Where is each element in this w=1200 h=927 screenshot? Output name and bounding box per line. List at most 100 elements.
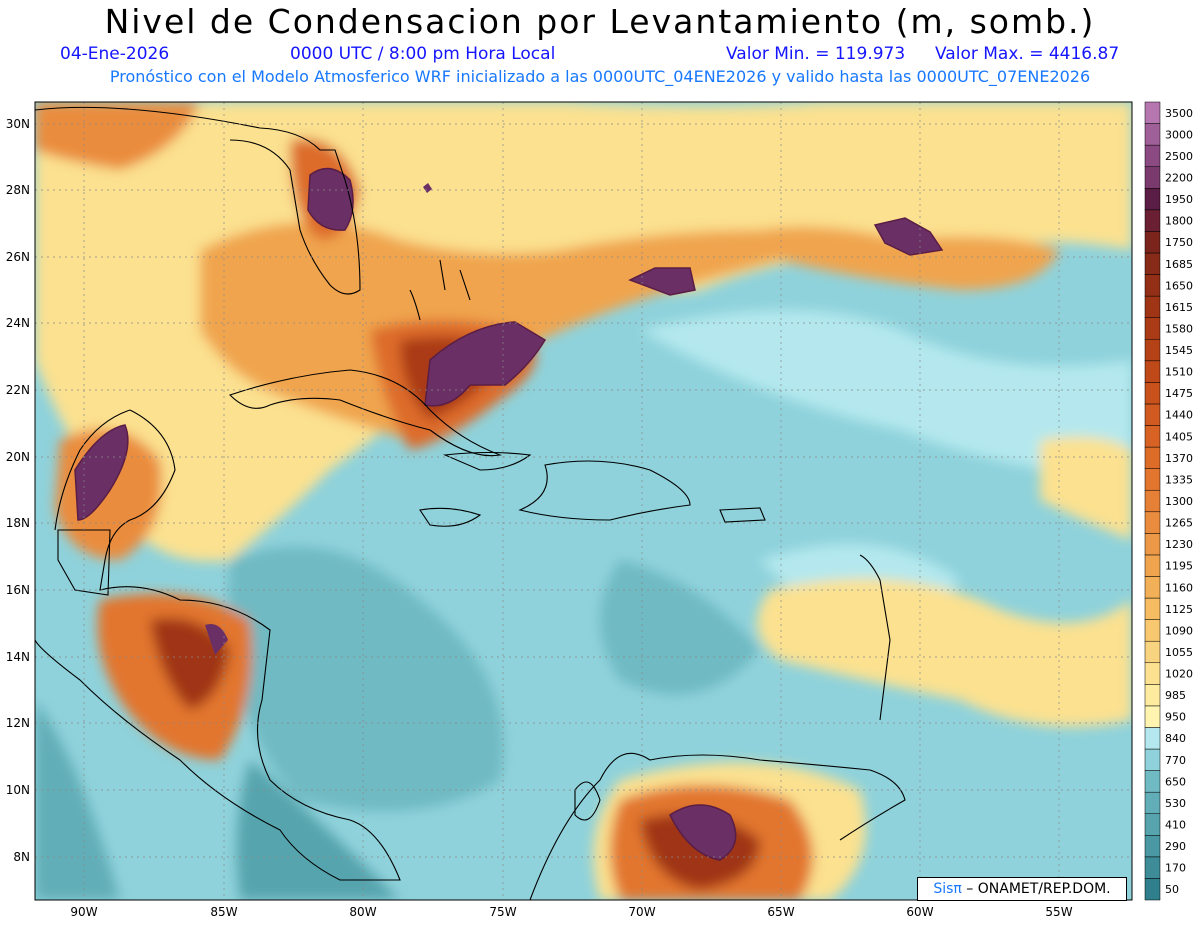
graticule bbox=[35, 102, 1132, 900]
field-max-yucatan bbox=[74, 424, 129, 521]
coast-lesser-antilles bbox=[859, 554, 891, 721]
legend-swatch bbox=[1144, 705, 1161, 728]
field-yellow-ne bbox=[1040, 436, 1132, 540]
lon-axis: 90W 85W 80W 75W 70W 65W 60W 55W bbox=[70, 905, 1072, 919]
lat-label: 14N bbox=[6, 650, 30, 664]
legend-swatch bbox=[1144, 425, 1161, 448]
legend-swatch bbox=[1144, 576, 1161, 599]
lat-label: 12N bbox=[6, 716, 30, 730]
border-guatemala bbox=[57, 529, 111, 596]
legend-level-label: 2200 bbox=[1165, 171, 1193, 184]
legend-swatch bbox=[1144, 252, 1161, 275]
legend-swatch bbox=[1144, 144, 1161, 167]
lon-label: 55W bbox=[1045, 905, 1072, 919]
legend-swatch bbox=[1144, 403, 1161, 426]
lon-label: 75W bbox=[489, 905, 516, 919]
max-value: Valor Max. = 4416.87 bbox=[935, 44, 1120, 64]
legend-level-label: 985 bbox=[1165, 689, 1186, 702]
legend-level-label: 1405 bbox=[1165, 430, 1193, 443]
legend-swatch bbox=[1144, 640, 1161, 664]
field-teal-central bbox=[600, 560, 760, 695]
lon-label: 90W bbox=[70, 905, 97, 919]
coast-florida-gulf bbox=[35, 106, 361, 295]
map-title: Nivel de Condensacion por Levantamiento … bbox=[104, 2, 1096, 41]
legend-level-label: 1475 bbox=[1165, 387, 1193, 400]
legend-swatch bbox=[1144, 317, 1161, 340]
lat-label: 24N bbox=[6, 316, 30, 330]
legend-level-label: 530 bbox=[1165, 797, 1186, 810]
legend-level-label: 1265 bbox=[1165, 517, 1193, 530]
legend-swatch bbox=[1144, 468, 1161, 491]
legend-swatch bbox=[1144, 554, 1161, 577]
legend-swatch bbox=[1144, 770, 1161, 793]
field-teal-panama bbox=[236, 760, 400, 900]
coast-cuba-east bbox=[442, 451, 532, 471]
legend-level-label: 1800 bbox=[1165, 215, 1193, 228]
legend-level-label: 1020 bbox=[1165, 668, 1193, 681]
legend-level-label: 1545 bbox=[1165, 344, 1193, 357]
legend-swatch bbox=[1144, 338, 1161, 362]
lat-label: 8N bbox=[13, 850, 30, 864]
field-max-honduras bbox=[205, 624, 228, 655]
legend-level-label: 1335 bbox=[1165, 473, 1193, 486]
field-max-small bbox=[423, 183, 432, 193]
legend-swatch bbox=[1144, 360, 1161, 383]
coast-maracaibo bbox=[574, 781, 601, 821]
legend-level-label: 1055 bbox=[1165, 646, 1193, 659]
field-max-atlantic-2 bbox=[873, 217, 944, 256]
legend-swatch bbox=[1144, 856, 1161, 879]
credit-sispi: Sisπ bbox=[933, 881, 962, 897]
lon-label: 70W bbox=[628, 905, 655, 919]
legend-swatch bbox=[1144, 295, 1161, 318]
legend-level-label: 650 bbox=[1165, 775, 1186, 788]
legend-swatch bbox=[1144, 511, 1161, 534]
credit-box: Sisπ – ONAMET/REP.DOM. bbox=[917, 877, 1127, 901]
field-max-bahamas bbox=[424, 321, 547, 407]
valid-time: 0000 UTC / 8:00 pm Hora Local bbox=[290, 44, 556, 64]
legend-swatch bbox=[1144, 835, 1161, 858]
legend-swatch bbox=[1144, 791, 1161, 814]
field-teal-pacific bbox=[35, 700, 120, 900]
legend-level-label: 1160 bbox=[1165, 581, 1193, 594]
legend-swatch bbox=[1144, 533, 1161, 556]
legend-swatch bbox=[1144, 446, 1161, 469]
field-teal-caribbean bbox=[228, 546, 504, 812]
lat-label: 16N bbox=[6, 583, 30, 597]
legend-swatch bbox=[1144, 382, 1161, 405]
legend-swatch bbox=[1144, 166, 1161, 189]
legend-level-label: 1510 bbox=[1165, 366, 1193, 379]
lat-label: 20N bbox=[6, 450, 30, 464]
legend-level-label: 1090 bbox=[1165, 624, 1193, 637]
coast-central-america bbox=[35, 409, 401, 881]
lat-label: 10N bbox=[6, 783, 30, 797]
coast-yucatan bbox=[54, 409, 131, 531]
lon-label: 85W bbox=[210, 905, 237, 919]
field-brown-honduras bbox=[150, 618, 230, 710]
legend-level-label: 3000 bbox=[1165, 128, 1193, 141]
field-orange-nw bbox=[35, 102, 200, 170]
legend-level-label: 1615 bbox=[1165, 301, 1193, 314]
legend-level-label: 840 bbox=[1165, 732, 1186, 745]
lat-axis: 8N 10N 12N 14N 16N 18N 20N 22N 24N 26N 2… bbox=[6, 117, 30, 864]
legend-level-label: 290 bbox=[1165, 840, 1186, 853]
coast-cuba bbox=[228, 369, 503, 457]
legend-swatch bbox=[1144, 878, 1161, 901]
field-max-venezuela bbox=[669, 804, 737, 861]
legend-level-label: 1750 bbox=[1165, 236, 1193, 249]
legend-swatch bbox=[1144, 209, 1161, 232]
legend-level-label: 770 bbox=[1165, 754, 1186, 767]
legend-level-label: 1195 bbox=[1165, 560, 1193, 573]
legend-swatch bbox=[1144, 662, 1161, 685]
coast-bahamas bbox=[409, 259, 471, 321]
legend-level-label: 950 bbox=[1165, 711, 1186, 724]
legend-level-label: 1440 bbox=[1165, 409, 1193, 422]
legend-level-label: 1230 bbox=[1165, 538, 1193, 551]
legend-swatch bbox=[1144, 231, 1161, 254]
coastlines bbox=[35, 106, 906, 900]
field-yellow-east bbox=[757, 578, 1132, 727]
legend-level-label: 1650 bbox=[1165, 279, 1193, 292]
shaded-field bbox=[35, 102, 1132, 900]
lon-label: 65W bbox=[767, 905, 794, 919]
forecast-info: Pronóstico con el Modelo Atmosferico WRF… bbox=[109, 67, 1091, 86]
